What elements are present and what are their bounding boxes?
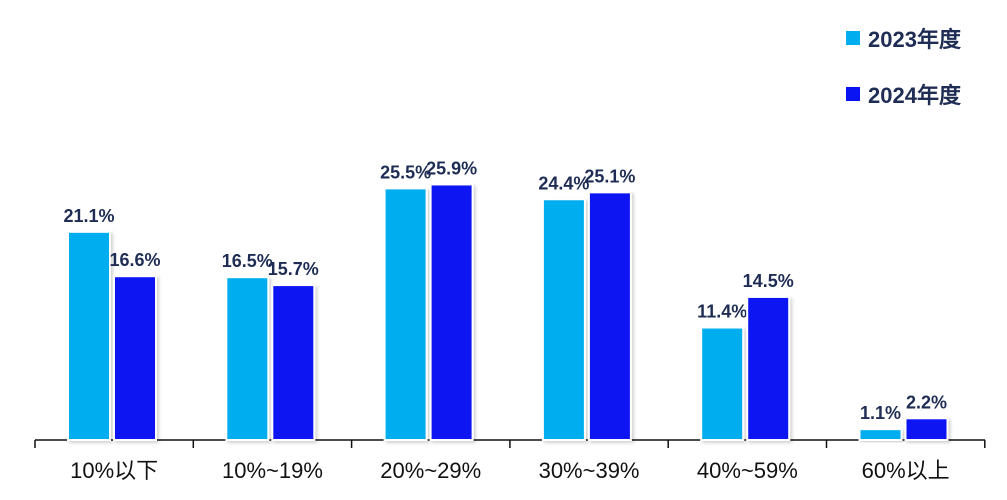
x-tick-label: 10%~19% bbox=[222, 458, 323, 483]
bar-2023-2 bbox=[225, 276, 270, 442]
x-tick-label: 10%以下 bbox=[70, 458, 158, 483]
x-tick-label: 30%~39% bbox=[539, 458, 640, 483]
bar-2023-5 bbox=[700, 326, 745, 441]
bar-2024-3 bbox=[429, 183, 474, 441]
x-tick-label: 20%~29% bbox=[380, 458, 481, 483]
legend-item-2023: 2023年度 bbox=[846, 22, 996, 54]
x-tick-label: 40%~59% bbox=[697, 458, 798, 483]
legend-swatch-2023 bbox=[846, 31, 860, 45]
data-label-2023-3: 25.5% bbox=[380, 162, 431, 182]
data-label-2023-4: 24.4% bbox=[538, 173, 589, 193]
data-label-2024-4: 25.1% bbox=[584, 166, 635, 186]
legend-label-2023: 2023年度 bbox=[868, 27, 961, 52]
data-label-2024-3: 25.9% bbox=[426, 158, 477, 178]
legend-item-2024: 2024年度 bbox=[846, 78, 996, 110]
bar-2024-5 bbox=[746, 295, 791, 441]
bar-2024-1 bbox=[113, 275, 157, 442]
legend-label-2024: 2024年度 bbox=[868, 83, 961, 108]
data-label-2023-5: 11.4% bbox=[697, 302, 747, 322]
data-label-2024-1: 16.6% bbox=[109, 250, 160, 270]
data-label-2024-6: 2.2% bbox=[906, 392, 947, 412]
chart-legend: 2023年度 2024年度 bbox=[846, 22, 996, 134]
bar-2024-2 bbox=[271, 284, 316, 441]
bar-2023-1 bbox=[67, 230, 111, 441]
data-label-2024-5: 14.5% bbox=[743, 271, 794, 291]
bar-2023-3 bbox=[383, 187, 428, 441]
data-label-2023-2: 16.5% bbox=[222, 251, 273, 271]
x-tick-label: 60%以上 bbox=[862, 458, 950, 483]
data-label-2023-6: 1.1% bbox=[860, 403, 901, 423]
legend-swatch-2024 bbox=[846, 87, 860, 101]
bar-2023-6 bbox=[858, 428, 903, 442]
data-label-2023-1: 21.1% bbox=[63, 206, 114, 226]
bar-2024-4 bbox=[587, 191, 632, 441]
data-label-2024-2: 15.7% bbox=[268, 259, 319, 279]
bar-2023-4 bbox=[541, 198, 586, 441]
bar-2024-6 bbox=[904, 417, 949, 442]
